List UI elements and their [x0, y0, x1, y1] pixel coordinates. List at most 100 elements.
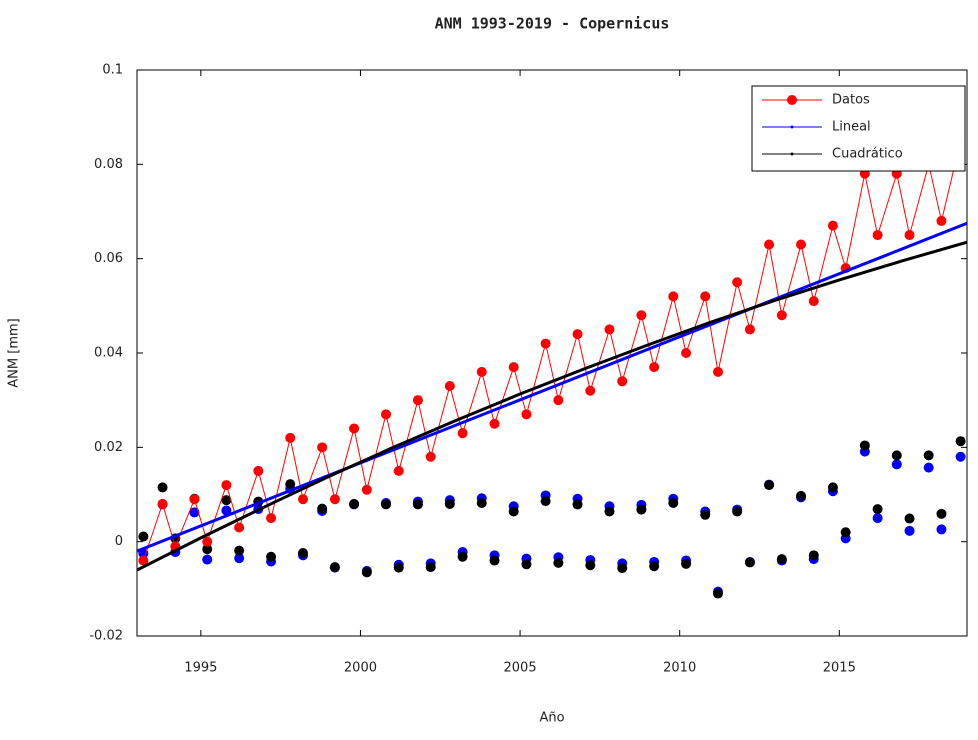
chart-title: ANM 1993-2019 - Copernicus [435, 15, 670, 33]
legend-marker [790, 152, 794, 156]
residual-point [796, 490, 806, 501]
residual-point [840, 527, 851, 538]
data-point [381, 409, 391, 420]
data-point [617, 376, 628, 387]
residual-point [508, 506, 519, 517]
residual-point [572, 499, 583, 510]
data-point [904, 230, 915, 241]
fit-line [137, 221, 967, 553]
data-point [444, 381, 455, 392]
data-point [764, 239, 775, 250]
data-point [521, 409, 532, 420]
residual-point [744, 557, 755, 568]
data-point [317, 442, 328, 453]
residual-point [808, 550, 819, 561]
residual-point [668, 497, 679, 508]
residual-point [936, 524, 947, 535]
residual-point [489, 555, 500, 566]
residual-point [476, 497, 487, 508]
x-tick-label: 2005 [504, 661, 537, 676]
residual-point [381, 499, 391, 510]
data-point [744, 324, 755, 335]
residual-point [138, 531, 149, 542]
data-point [298, 494, 308, 505]
data-point [585, 385, 596, 396]
residual-point [540, 496, 551, 507]
data-point [393, 465, 404, 476]
x-tick-label: 2015 [823, 661, 856, 676]
residual-point [285, 479, 296, 490]
data-point [157, 498, 168, 509]
residual-point [266, 551, 277, 562]
residual-point [872, 513, 883, 524]
data-point [234, 522, 245, 533]
residual-point [923, 462, 934, 473]
data-point [138, 555, 149, 566]
residual-point [604, 506, 615, 517]
residual-point [234, 545, 245, 556]
residual-point [904, 525, 915, 536]
residual-point [234, 553, 245, 564]
residual-point [157, 482, 168, 493]
residual-point [553, 557, 564, 568]
data-point [349, 423, 360, 434]
legend-marker [790, 125, 794, 129]
residual-point [221, 505, 232, 516]
y-tick-label: 0.1 [102, 63, 123, 78]
y-tick-label: 0.08 [94, 157, 123, 172]
data-point [681, 348, 692, 358]
data-point [266, 513, 277, 524]
residual-point [349, 498, 360, 509]
residual-point [202, 544, 213, 555]
residual-point [904, 513, 915, 524]
residual-point [732, 506, 743, 517]
residual-point [827, 482, 838, 493]
data-point [872, 230, 883, 241]
data-point [476, 366, 487, 377]
residual-point [298, 547, 308, 558]
data-point [285, 432, 296, 443]
residual-point [329, 562, 340, 573]
plot-area [137, 135, 967, 599]
data-point [604, 324, 615, 335]
data-point [508, 362, 519, 373]
residual-point [361, 567, 372, 578]
data-point [572, 329, 583, 340]
x-axis-label: Año [539, 711, 564, 726]
y-tick-label: 0.02 [94, 440, 123, 455]
data-point [796, 239, 806, 250]
data-point [202, 536, 213, 547]
x-tick-label: 2000 [344, 661, 377, 676]
residual-point [859, 440, 870, 451]
data-point [732, 277, 743, 288]
residual-point [649, 561, 660, 572]
residual-point [955, 451, 966, 462]
y-tick-label: -0.02 [89, 629, 123, 644]
residual-point [923, 450, 934, 461]
data-point [808, 296, 819, 307]
data-point [776, 310, 787, 321]
legend-label: Lineal [832, 120, 871, 135]
data-point [713, 366, 723, 377]
data-line [142, 140, 962, 561]
data-point [253, 465, 264, 476]
residual-point [700, 509, 711, 520]
y-tick-label: 0 [115, 534, 123, 549]
data-point [636, 310, 647, 321]
residual-point [189, 507, 200, 518]
residual-point [412, 499, 423, 510]
residual-point [764, 480, 775, 491]
residual-point [202, 554, 213, 565]
residual-point [776, 554, 787, 565]
data-point [936, 215, 947, 226]
data-point [489, 418, 500, 429]
residual-point [317, 503, 328, 514]
data-point [668, 291, 679, 302]
residual-point [681, 558, 692, 569]
fit-line [137, 240, 967, 572]
data-point [540, 338, 551, 349]
data-point [425, 451, 436, 462]
legend: Datos Lineal Cuadrático [751, 85, 966, 172]
y-axis-label: ANM [mm] [7, 318, 22, 387]
